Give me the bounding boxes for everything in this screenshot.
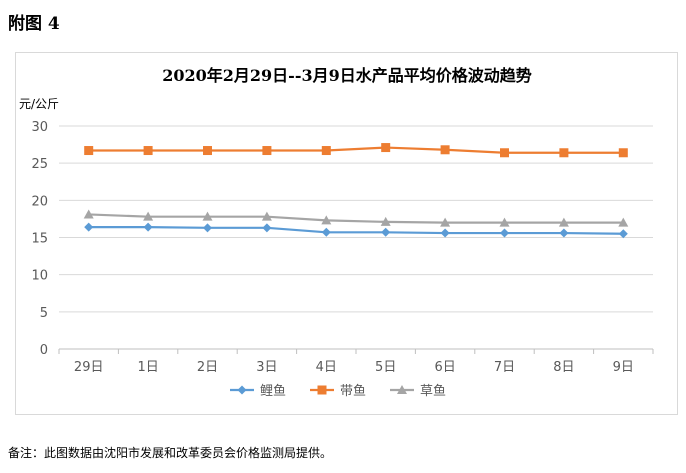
y-tick-label: 20 xyxy=(31,194,48,209)
series-line xyxy=(88,213,624,224)
legend-label: 带鱼 xyxy=(340,383,366,399)
legend-marker xyxy=(317,385,327,395)
legend-label: 鲤鱼 xyxy=(260,383,286,399)
data-point xyxy=(618,229,628,239)
y-tick-label: 10 xyxy=(31,269,48,284)
footnote: 备注：此图数据由沈阳市发展和改革委员会价格监测局提供。 xyxy=(8,446,333,460)
x-tick-label: 4日 xyxy=(316,360,337,375)
data-point xyxy=(499,217,510,227)
data-point xyxy=(84,222,94,232)
data-point xyxy=(381,227,391,237)
y-tick-labels: 0 5 10 15 20 25 30 xyxy=(31,120,48,358)
data-point xyxy=(380,216,391,226)
y-tick-label: 0 xyxy=(40,343,48,358)
series-3 xyxy=(83,209,629,227)
data-point xyxy=(143,211,154,221)
data-point xyxy=(500,148,509,158)
y-axis-label: 元/公斤 xyxy=(19,97,59,111)
y-tick-label: 5 xyxy=(40,306,48,321)
data-point xyxy=(143,222,153,232)
series-2 xyxy=(84,143,628,158)
data-point xyxy=(618,148,628,158)
x-tick-label: 1日 xyxy=(137,360,158,375)
x-tick-label: 6日 xyxy=(434,360,455,375)
data-point xyxy=(321,146,331,156)
data-point xyxy=(559,228,569,238)
series-line xyxy=(88,225,624,235)
y-tick-label: 30 xyxy=(31,120,48,135)
series-line xyxy=(88,146,624,154)
y-tick-label: 15 xyxy=(31,232,48,247)
data-point xyxy=(440,145,450,155)
data-point xyxy=(381,143,391,153)
x-tick-label: 7日 xyxy=(494,360,515,375)
series-group xyxy=(83,143,629,239)
legend-label: 草鱼 xyxy=(420,383,446,399)
data-point xyxy=(203,146,212,156)
x-tick-label: 5日 xyxy=(375,360,396,375)
x-tick-labels: 29日 1日 2日 3日 4日 5日 6日 7日 8日 9日 xyxy=(74,360,634,375)
chart-title: 2020年2月29日--3月9日水产品平均价格波动趋势 xyxy=(162,66,531,85)
y-tick-label: 25 xyxy=(31,157,48,172)
data-point xyxy=(202,211,213,221)
data-point xyxy=(203,223,212,233)
x-tick-label: 2日 xyxy=(197,360,218,375)
data-point xyxy=(440,228,450,238)
line-chart: 2020年2月29日--3月9日水产品平均价格波动趋势 元/公斤 0 5 10 15 2… xyxy=(19,66,654,399)
data-point xyxy=(500,228,509,238)
figure-label: 附图 4 xyxy=(8,14,60,34)
x-tick-label: 9日 xyxy=(613,360,634,375)
data-point xyxy=(618,217,629,227)
series-1 xyxy=(84,222,628,239)
data-point xyxy=(262,223,272,233)
data-point xyxy=(261,211,272,221)
x-tick-label: 8日 xyxy=(553,360,574,375)
data-point xyxy=(262,146,272,156)
data-point xyxy=(143,146,153,156)
data-point xyxy=(559,148,569,158)
data-point xyxy=(321,215,332,225)
data-point xyxy=(83,209,94,219)
data-point xyxy=(440,217,451,227)
gridlines xyxy=(58,125,654,354)
data-point xyxy=(558,217,569,227)
x-tick-label: 3日 xyxy=(256,360,277,375)
data-point xyxy=(321,227,331,237)
x-tick-label: 29日 xyxy=(74,360,104,375)
legend-marker xyxy=(237,385,247,395)
chart-container: 2020年2月29日--3月9日水产品平均价格波动趋势 元/公斤 0 5 10 15 2… xyxy=(15,52,678,415)
legend: 鲤鱼 带鱼 草鱼 xyxy=(230,383,446,399)
legend-marker xyxy=(397,385,407,394)
data-point xyxy=(84,146,94,156)
